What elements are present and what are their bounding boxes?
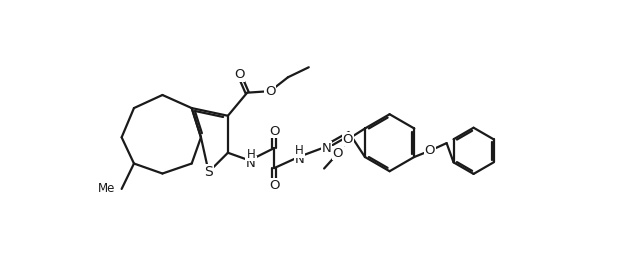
- Text: H: H: [295, 144, 304, 157]
- Text: O: O: [424, 144, 435, 157]
- Text: Me: Me: [98, 182, 115, 196]
- Text: N: N: [246, 157, 256, 170]
- Text: O: O: [269, 178, 279, 192]
- Text: H: H: [246, 148, 255, 161]
- Text: O: O: [234, 68, 244, 82]
- Text: S: S: [204, 165, 213, 179]
- Text: O: O: [343, 133, 353, 146]
- Text: O: O: [265, 85, 275, 98]
- Text: N: N: [294, 153, 305, 166]
- Text: O: O: [333, 147, 343, 160]
- Text: O: O: [269, 125, 279, 138]
- Text: N: N: [321, 142, 332, 155]
